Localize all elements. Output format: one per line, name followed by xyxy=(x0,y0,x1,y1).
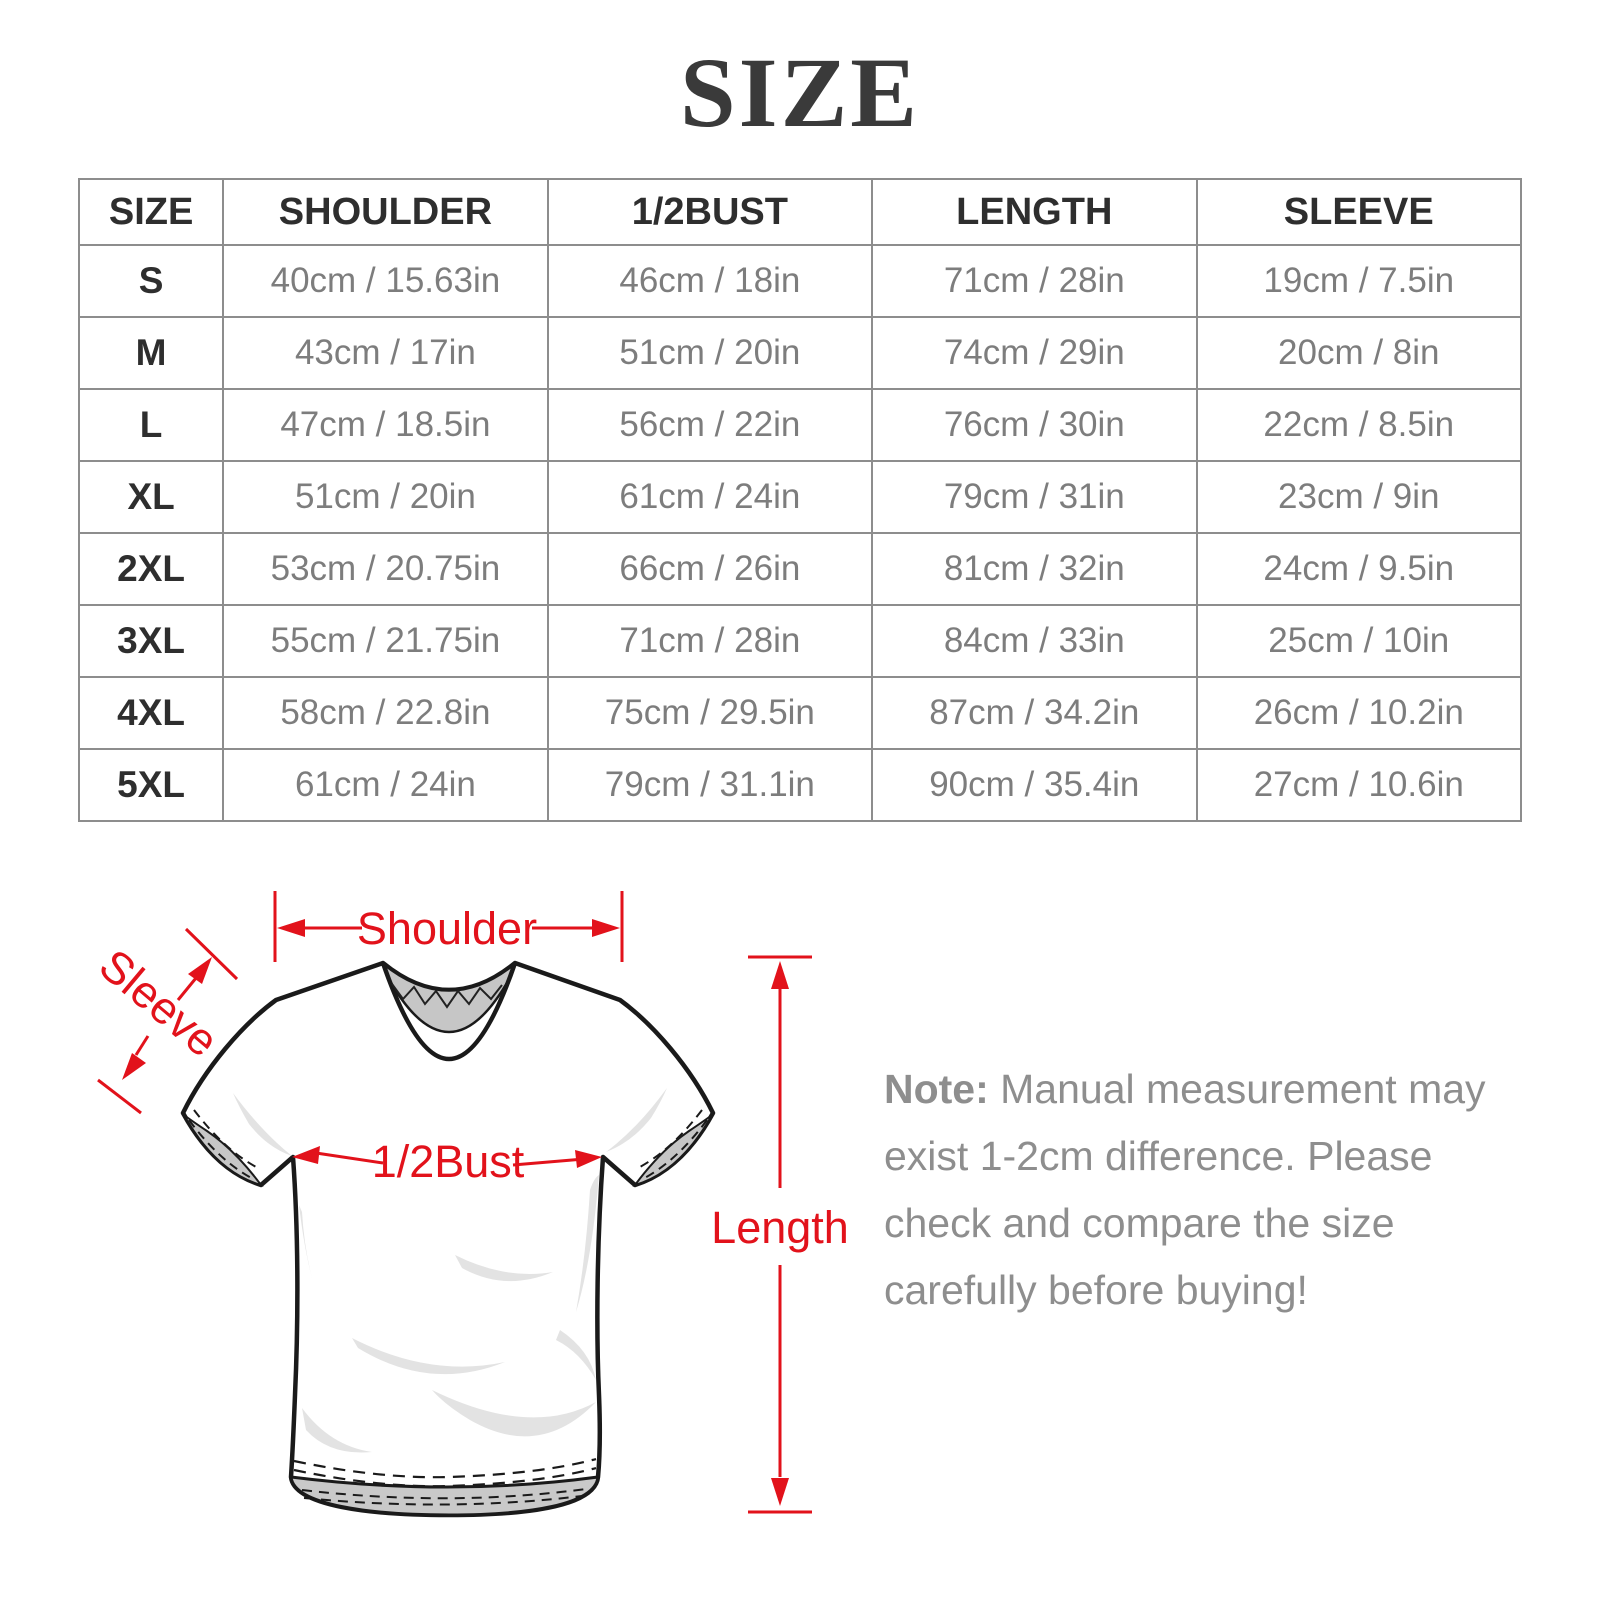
hem xyxy=(289,1457,600,1517)
cell-shoulder: 40cm / 15.63in xyxy=(222,244,549,318)
column-header-halfbust: 1/2BUST xyxy=(546,178,874,246)
cell-sleeve: 19cm / 7.5in xyxy=(1195,244,1522,318)
cell-length: 79cm / 31in xyxy=(871,460,1198,534)
column-header-shoulder: SHOULDER xyxy=(222,178,549,246)
length-measure: Length xyxy=(711,955,849,1514)
shoulder-label: Shoulder xyxy=(357,903,537,954)
table-row: L 47cm / 18.5in 56cm / 22in 76cm / 30in … xyxy=(77,388,1522,462)
wrinkle-shading xyxy=(233,1088,667,1453)
shoulder-measure: Shoulder xyxy=(273,891,624,962)
table-row: M 43cm / 17in 51cm / 20in 74cm / 29in 20… xyxy=(77,316,1522,390)
column-header-size: SIZE xyxy=(77,178,225,246)
cell-sleeve: 27cm / 10.6in xyxy=(1195,748,1522,822)
cell-shoulder: 47cm / 18.5in xyxy=(222,388,549,462)
cell-length: 81cm / 32in xyxy=(871,532,1198,606)
cell-length: 74cm / 29in xyxy=(871,316,1198,390)
cell-sleeve: 20cm / 8in xyxy=(1195,316,1522,390)
cell-size: 5XL xyxy=(77,748,225,822)
cell-size: 4XL xyxy=(77,676,225,750)
cell-halfbust: 56cm / 22in xyxy=(546,388,874,462)
measurement-note: Note: Manual measurement may exist 1-2cm… xyxy=(884,1056,1496,1324)
cell-size: XL xyxy=(77,460,225,534)
cell-size: 2XL xyxy=(77,532,225,606)
size-table: SIZE SHOULDER 1/2BUST LENGTH SLEEVE S 40… xyxy=(77,178,1522,822)
cell-halfbust: 79cm / 31.1in xyxy=(546,748,874,822)
note-text: Manual measurement may exist 1-2cm diffe… xyxy=(884,1066,1486,1313)
cell-length: 84cm / 33in xyxy=(871,604,1198,678)
cell-length: 71cm / 28in xyxy=(871,244,1198,318)
column-header-length: LENGTH xyxy=(871,178,1198,246)
table-row: 4XL 58cm / 22.8in 75cm / 29.5in 87cm / 3… xyxy=(77,676,1522,750)
cell-halfbust: 61cm / 24in xyxy=(546,460,874,534)
length-label: Length xyxy=(711,1202,849,1253)
cell-shoulder: 51cm / 20in xyxy=(222,460,549,534)
collar xyxy=(380,961,518,1062)
cell-length: 90cm / 35.4in xyxy=(871,748,1198,822)
half-bust-label: 1/2Bust xyxy=(372,1136,525,1187)
left-cuff xyxy=(183,1109,264,1187)
cell-shoulder: 58cm / 22.8in xyxy=(222,676,549,750)
table-row: XL 51cm / 20in 61cm / 24in 79cm / 31in 2… xyxy=(77,460,1522,534)
cell-sleeve: 24cm / 9.5in xyxy=(1195,532,1522,606)
cell-sleeve: 22cm / 8.5in xyxy=(1195,388,1522,462)
right-cuff xyxy=(632,1109,713,1187)
cell-size: 3XL xyxy=(77,604,225,678)
cell-halfbust: 51cm / 20in xyxy=(546,316,874,390)
cell-size: S xyxy=(77,244,225,318)
table-header-row: SIZE SHOULDER 1/2BUST LENGTH SLEEVE xyxy=(77,178,1522,246)
cell-halfbust: 75cm / 29.5in xyxy=(546,676,874,750)
cell-size: L xyxy=(77,388,225,462)
note-label: Note: xyxy=(884,1066,989,1112)
tshirt-outline xyxy=(180,960,716,1518)
cell-halfbust: 46cm / 18in xyxy=(546,244,874,318)
column-header-sleeve: SLEEVE xyxy=(1195,178,1522,246)
cell-sleeve: 26cm / 10.2in xyxy=(1195,676,1522,750)
table-row: S 40cm / 15.63in 46cm / 18in 71cm / 28in… xyxy=(77,244,1522,318)
cell-length: 76cm / 30in xyxy=(871,388,1198,462)
cell-shoulder: 43cm / 17in xyxy=(222,316,549,390)
cell-sleeve: 23cm / 9in xyxy=(1195,460,1522,534)
cell-shoulder: 55cm / 21.75in xyxy=(222,604,549,678)
half-bust-measure: 1/2Bust xyxy=(292,1136,602,1187)
cell-shoulder: 61cm / 24in xyxy=(222,748,549,822)
page-title: SIZE xyxy=(680,37,920,148)
cell-length: 87cm / 34.2in xyxy=(871,676,1198,750)
table-row: 3XL 55cm / 21.75in 71cm / 28in 84cm / 33… xyxy=(77,604,1522,678)
cell-shoulder: 53cm / 20.75in xyxy=(222,532,549,606)
collar-stitch-zigzag xyxy=(391,983,503,1009)
table-row: 5XL 61cm / 24in 79cm / 31.1in 90cm / 35.… xyxy=(77,748,1522,822)
cell-halfbust: 66cm / 26in xyxy=(546,532,874,606)
tshirt-illustration xyxy=(180,960,716,1518)
cell-halfbust: 71cm / 28in xyxy=(546,604,874,678)
sleeve-label: Sleeve xyxy=(90,939,228,1067)
table-row: 2XL 53cm / 20.75in 66cm / 26in 81cm / 32… xyxy=(77,532,1522,606)
cell-size: M xyxy=(77,316,225,390)
cell-sleeve: 25cm / 10in xyxy=(1195,604,1522,678)
